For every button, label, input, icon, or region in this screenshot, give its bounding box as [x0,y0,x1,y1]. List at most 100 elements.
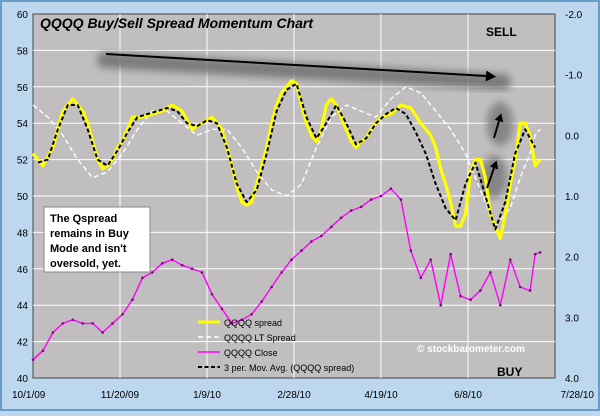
close-point [190,267,194,271]
close-point [509,258,512,262]
trend-shadow-up-1 [487,102,513,146]
close-point [389,187,393,190]
trend-shadow-top [97,52,511,90]
close-point [439,303,443,307]
series-lines [31,79,542,362]
left-tick-label: 52 [17,156,29,167]
x-tick-label: 1/9/10 [193,390,221,401]
close-point [538,251,542,254]
close-point [250,313,253,316]
left-tick-label: 48 [17,228,29,239]
close-point [111,322,114,325]
close-point [141,276,144,280]
legend-label: QQQQ spread [224,318,282,328]
close-point [469,298,472,302]
x-tick-label: 4/19/10 [364,390,398,401]
right-tick-label: 0.0 [565,131,579,142]
close-point [260,300,264,303]
close-point [310,240,313,243]
note-line: The Qspread [50,213,117,225]
left-tick-label: 40 [17,374,29,385]
x-tick-label: 10/1/09 [12,390,46,401]
close-point [280,271,283,274]
legend-label: QQQQ LT Spread [224,333,296,343]
left-tick-label: 56 [17,83,29,94]
close-point [200,271,204,274]
close-point [290,258,293,262]
left-tick-label: 50 [17,192,29,203]
note-line: remains in Buy [50,228,130,240]
close-point [270,285,273,289]
close-point [71,318,75,322]
close-point [339,216,343,220]
close-point [533,252,537,256]
x-tick-label: 6/8/10 [454,390,482,401]
right-tick-label: -1.0 [565,71,583,82]
close-point [528,289,532,292]
trend-arrow-up-2-shaft [486,167,495,189]
left-tick-label: 58 [17,46,29,57]
trend-arrow-top-shaft [105,53,487,77]
trend-arrow-top-head [485,70,496,82]
right-tick-label: 2.0 [565,253,579,264]
trend-arrow-up-1-head [494,113,504,123]
close-point [131,298,134,302]
close-point [369,198,373,201]
x-tick-label: 7/28/10 [561,390,595,401]
close-point [399,198,403,201]
close-point [449,252,452,256]
close-point [409,249,413,252]
right-axis: -2.0 -1.0 0.0 1.0 2.0 3.0 4.0 [565,10,583,385]
close-point [489,271,492,274]
note-background [43,206,151,273]
close-point [429,258,433,262]
close-point [31,358,35,362]
trend-arrow-up-2-head [489,160,499,170]
left-tick-label: 44 [17,301,29,312]
left-tick-label: 42 [17,338,29,349]
note-text: The Qspread remains in Buy Mode and isn't o… [50,213,130,270]
series-line-3 [37,82,536,231]
close-point [121,313,124,316]
close-point [349,209,353,212]
right-tick-label: 3.0 [565,313,579,324]
close-point [459,294,462,298]
close-point [180,263,184,267]
legend-label: 3 per. Mov. Avg. (QQQQ spread) [224,363,354,373]
close-point [240,318,244,322]
x-tick-label: 11/20/09 [101,390,140,401]
copyright-label: © stockbarometer.com [417,344,525,355]
close-point [359,205,363,209]
left-tick-label: 54 [17,119,29,130]
close-point [230,322,234,325]
legend: QQQQ spread QQQQ LT Spread QQQQ Close 3 per… [198,318,354,373]
close-point [170,258,174,262]
close-point [419,276,423,280]
close-point [300,249,303,252]
close-point [61,322,65,325]
right-tick-label: 1.0 [565,192,579,203]
close-point [161,262,164,265]
note-box: The Qspread remains in Buy Mode and isn't o… [43,206,151,273]
close-point [479,289,482,292]
right-tick-label: 4.0 [565,374,579,385]
close-point [210,293,214,296]
chart-title: QQQQ Buy/Sell Spread Momentum Chart [40,15,314,31]
close-point [41,349,45,353]
close-point [51,331,55,334]
trend-arrow-up-1-shaft [493,120,500,139]
close-point [220,307,224,311]
left-axis: 40 42 44 46 48 50 52 54 56 58 60 [17,10,29,385]
x-tick-label: 2/28/10 [277,390,311,401]
left-tick-label: 46 [17,265,29,276]
close-point [151,271,154,274]
x-axis: 10/1/09 11/20/09 1/9/10 2/28/10 4/19/10 6/8/1… [12,390,594,401]
left-tick-label: 60 [17,10,29,21]
trend-arrows [105,53,504,189]
sell-label: SELL [486,25,517,39]
legend-label: QQQQ Close [224,348,278,358]
close-point [320,234,323,238]
right-tick-label: -2.0 [565,10,583,21]
